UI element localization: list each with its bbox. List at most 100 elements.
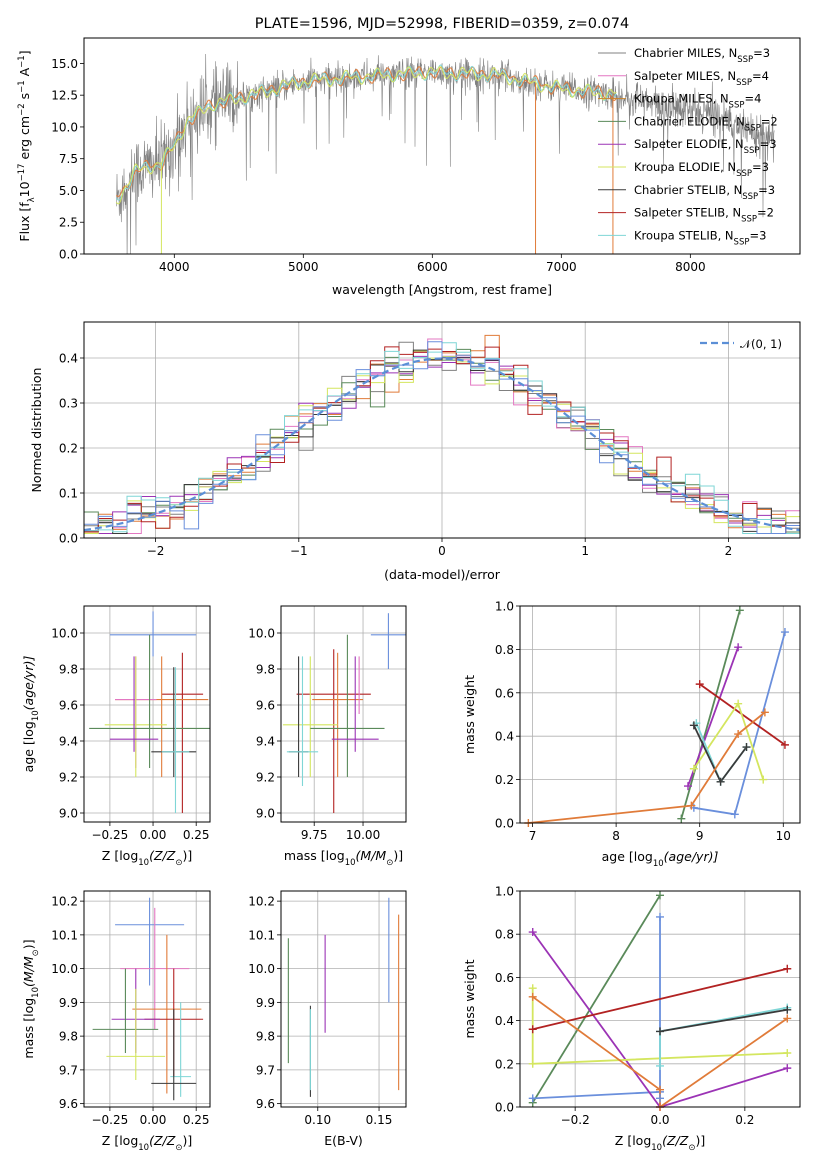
axes-frame [83, 37, 801, 255]
legend-entry-part: SSP [744, 146, 760, 156]
y-tick-label: 0.1 [59, 487, 78, 501]
weight-marker [528, 984, 537, 993]
residual-ylabel: Normed distribution [29, 368, 44, 493]
spectrum-ylabel-part: λ [27, 197, 37, 202]
spectrum-ylabel-part: −17 [17, 163, 27, 181]
plot-area-spectrum [115, 53, 775, 254]
y-tick-label: 10.0 [51, 962, 78, 976]
x-tick-label: 0.00 [140, 1113, 167, 1127]
weight-marker [656, 891, 664, 900]
weight-marker [656, 1061, 664, 1070]
x-tick-label: 0.00 [140, 828, 167, 842]
spectrum-ylabel-part: ] [17, 50, 32, 55]
spectrum-ylabel-part: −2 [17, 103, 27, 116]
panel-xlabel-weight_vs_Z-part: 10 [651, 1143, 662, 1153]
y-tick-label: 0.0 [59, 248, 78, 262]
x-tick-label: 0.0 [650, 1113, 669, 1127]
x-tick-label: 8000 [675, 260, 706, 274]
legend-entry-part: =3 [749, 228, 766, 242]
y-tick-label: 9.2 [59, 771, 78, 785]
panel-xlabel-weight_vs_Z-part: ⊙ [688, 1143, 695, 1153]
axes-frame [83, 890, 211, 1108]
x-tick-label: 0 [438, 544, 446, 558]
residual-xlabel: (data-model)/error [384, 567, 501, 582]
panel-ylabel-mass_vs_Z-part: ⊙ [31, 949, 41, 956]
y-tick-label: 0.0 [59, 532, 78, 546]
weight-marker [528, 1094, 537, 1103]
legend-entry-part: Salpeter ELODIE, N [634, 137, 744, 151]
weight-marker [677, 814, 686, 823]
legend-entry-part: SSP [742, 192, 758, 202]
spectrum-ylabel-part: A [17, 67, 32, 80]
weight-marker [780, 740, 789, 749]
weight-marker [734, 699, 743, 708]
panel-ylabel-mass_vs_Z-part: )] [21, 939, 36, 949]
spectrum-ylabel-part: −1 [17, 55, 27, 68]
spectrum-ylabel-part: −1 [17, 80, 27, 93]
panel-ylabel-age_vs_Z-part: (age/yr)] [21, 656, 36, 711]
y-tick-label: 10.0 [248, 962, 275, 976]
y-tick-label: 9.6 [256, 699, 275, 713]
y-tick-label: 12.5 [51, 89, 78, 103]
legend-entry: Kroupa STELIB, NSSP=3 [634, 228, 766, 247]
y-tick-label: 7.5 [59, 152, 78, 166]
panels-root: 4000 5000 6000 7000 80000.02.55.07.510.012.5… [17, 16, 801, 1153]
y-tick-label: 9.8 [59, 663, 78, 677]
panel-xlabel-weight_vs_age-part: age [log [602, 849, 653, 864]
axes-frame [83, 321, 801, 539]
y-tick-label: 0.8 [495, 928, 514, 942]
spectrum-model-line [115, 66, 617, 205]
x-tick-label: 7000 [546, 260, 577, 274]
x-tick-label: −1 [290, 544, 308, 558]
plot-area-mass_vs_Z [92, 897, 204, 1101]
panel-ylabel-mass_vs_Z: mass [log10(M/M⊙)] [21, 939, 41, 1058]
panel-xlabel-mass_vs_ebv-part: E(B-V) [324, 1133, 363, 1148]
panel-xlabel-weight_vs_Z-part: Z [log [615, 1133, 651, 1148]
y-tick-label: 10.0 [51, 627, 78, 641]
weight-marker [759, 775, 768, 784]
panel-xlabel-mass_vs_Z-part: ⊙ [175, 1143, 182, 1153]
panel-xlabel-age_vs_mass-part: ⊙ [386, 858, 393, 868]
panel-xlabel-age_vs_Z-part: )] [182, 848, 192, 863]
axes-frame [280, 605, 407, 823]
y-tick-label: 10.0 [248, 627, 275, 641]
x-tick-label: 1 [581, 544, 589, 558]
weight-marker [656, 1085, 664, 1094]
weight-marker [689, 721, 698, 730]
legend-entry-part: =2 [757, 206, 774, 220]
legend-entry: Salpeter MILES, NSSP=4 [634, 69, 769, 88]
panel-xlabel-age_vs_mass: mass [log10(M/M⊙)] [284, 848, 403, 868]
panel-ylabel-age_vs_Z-part: 10 [31, 710, 41, 721]
legend-entry-part: =3 [752, 160, 769, 174]
weight-marker [730, 810, 739, 819]
y-tick-label: 9.9 [59, 996, 78, 1010]
y-tick-label: 9.8 [256, 1030, 275, 1044]
legend-entry-part: =3 [760, 137, 777, 151]
y-tick-label: 9.6 [59, 1097, 78, 1111]
y-tick-label: 5.0 [59, 184, 78, 198]
legend-entry: Salpeter STELIB, NSSP=2 [634, 206, 774, 225]
y-tick-label: 9.8 [59, 1030, 78, 1044]
x-tick-label: 10.00 [346, 828, 380, 842]
y-tick-label: 1.0 [495, 600, 514, 614]
panel-xlabel-age_vs_Z-part: ⊙ [175, 858, 182, 868]
weight-marker [783, 1064, 792, 1073]
legend-entry-part: =4 [752, 69, 769, 83]
x-tick-label: 6000 [417, 260, 448, 274]
legend-entry-part: Chabrier ELODIE, N [634, 114, 745, 128]
panel-ylabel-mass_vs_Z-part: (M/M [21, 956, 36, 987]
weight-marker [742, 743, 751, 752]
legend-entry-part: SSP [736, 78, 752, 88]
panel-xlabel-age_vs_mass-part: (M/M [356, 848, 387, 863]
y-tick-label: 0.2 [495, 1057, 514, 1071]
legend-entry-part: SSP [729, 101, 745, 111]
panel-xlabel-weight_vs_age: age [log10(age/yr)] [602, 849, 719, 869]
y-tick-label: 0.8 [495, 643, 514, 657]
weight-series-line [659, 1008, 788, 1033]
panel-ylabel-weight_vs_age: mass weight [462, 675, 477, 754]
axes-frame [280, 890, 407, 1108]
x-tick-label: 4000 [159, 260, 190, 274]
y-tick-label: 15.0 [51, 57, 78, 71]
panel-xlabel-age_vs_mass-part: 10 [345, 858, 356, 868]
y-tick-label: 9.7 [256, 1063, 275, 1077]
